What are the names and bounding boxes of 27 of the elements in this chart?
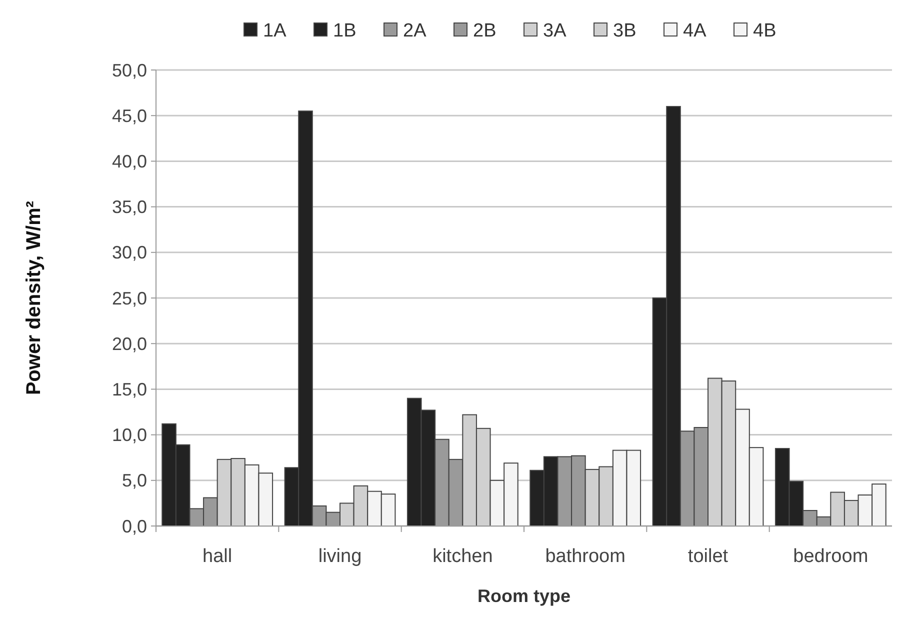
x-tick-label: kitchen bbox=[432, 546, 493, 567]
y-tick-label: 45,0 bbox=[112, 106, 147, 126]
y-tick-label: 25,0 bbox=[112, 288, 147, 308]
legend-label: 3A bbox=[543, 20, 567, 42]
y-tick-label: 40,0 bbox=[112, 152, 147, 172]
y-tick-label: 0,0 bbox=[122, 516, 147, 536]
y-tick-label: 30,0 bbox=[112, 242, 147, 263]
x-axis-title: Room type bbox=[477, 586, 571, 606]
y-tick-label: 10,0 bbox=[112, 425, 147, 446]
legend-label: 1A bbox=[263, 20, 287, 42]
legend-label: 4B bbox=[753, 20, 776, 42]
y-tick-label: 5,0 bbox=[122, 470, 147, 491]
x-tick-label: living bbox=[318, 546, 362, 567]
x-tick-label: toilet bbox=[688, 546, 729, 567]
y-tick-label: 50,0 bbox=[112, 60, 147, 80]
legend-label: 1B bbox=[333, 20, 356, 42]
legend-label: 2B bbox=[473, 20, 496, 42]
y-tick-label: 15,0 bbox=[112, 380, 147, 400]
y-tick-label: 20,0 bbox=[112, 334, 147, 354]
y-tick-label: 35,0 bbox=[112, 197, 147, 218]
x-tick-label: hall bbox=[202, 546, 232, 567]
y-axis-title: Power density, W/m² bbox=[23, 200, 45, 396]
legend-label: 3B bbox=[613, 20, 636, 42]
x-tick-label: bedroom bbox=[793, 546, 868, 567]
x-tick-label: bathroom bbox=[545, 546, 626, 567]
legend-label: 2A bbox=[403, 20, 427, 42]
legend-label: 4A bbox=[683, 20, 707, 42]
